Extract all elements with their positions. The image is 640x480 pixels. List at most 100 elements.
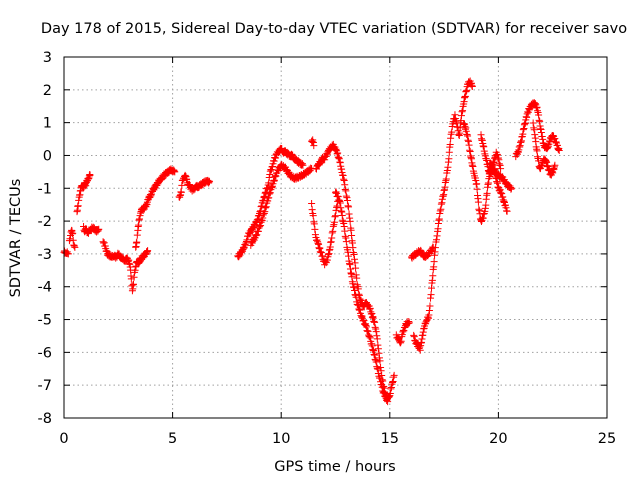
data-point [317,249,325,257]
data-point [328,229,336,237]
data-point [351,259,359,267]
data-point [507,184,515,192]
data-point [308,199,316,207]
data-point [410,333,418,341]
data-point [482,201,490,209]
data-point [135,216,143,224]
data-point [322,258,330,266]
data-point [425,307,433,315]
data-point [371,351,379,359]
data-point [364,327,372,335]
data-point [466,146,474,154]
plot-frame [63,56,608,419]
data-point [533,147,541,155]
grid [64,57,607,418]
data-point [437,200,445,208]
x-tick-label: 15 [381,431,399,447]
data-point [341,181,349,189]
data-point [397,339,405,347]
data-point [298,161,306,169]
data-point [520,124,528,132]
data-point [371,323,379,331]
data-point [86,171,94,179]
data-point [362,322,370,330]
data-point [386,389,394,397]
data-point [428,245,436,253]
data-point [416,343,424,351]
data-point [351,255,359,263]
data-point [448,128,456,136]
y-tick-label: 2 [43,83,52,99]
data-point [366,332,374,340]
data-point [340,223,348,231]
data-point [366,304,374,312]
data-point [343,196,351,204]
data-point [267,166,275,174]
data-point [362,323,370,331]
data-point [258,202,266,210]
data-point [390,371,398,379]
data-point [311,231,319,239]
y-tick-label: 1 [43,116,52,132]
data-point [346,217,354,225]
data-point [170,167,178,175]
y-tick-label: -5 [38,313,52,329]
data-point [497,189,505,197]
data-point [481,207,489,215]
data-point [353,274,361,282]
data-point [371,318,379,326]
data-point [334,153,342,161]
data-point [335,196,343,204]
data-point [259,214,267,222]
data-point [144,247,152,255]
data-point [70,242,78,250]
data-point [551,161,559,169]
data-point [130,273,138,281]
data-point [183,175,191,183]
data-point [374,365,382,373]
data-point [375,354,383,362]
data-point [354,301,362,309]
data-point [442,175,450,183]
data-point [372,358,380,366]
data-point [343,194,351,202]
data-point [254,215,262,223]
data-points [60,77,563,406]
data-point [447,134,455,142]
data-point [397,337,405,345]
data-point [387,385,395,393]
data-point [352,271,360,279]
axis-ticks: 0 5 10 15 20 25 -8 -7 -6 -5 -4 -3 -2 -1 0 1 2 3 [38,50,617,447]
data-point [335,154,343,162]
data-point [309,212,317,220]
data-point [339,172,347,180]
data-point [533,107,541,115]
data-point [474,198,482,206]
data-point [235,253,243,261]
data-point [341,186,349,194]
data-point [321,156,329,164]
data-point [266,189,274,197]
data-point [427,294,435,302]
data-point [405,319,413,327]
data-point [265,179,273,187]
data-point [480,143,488,151]
data-point [327,238,335,246]
data-point [74,202,82,210]
data-point [318,252,326,260]
data-point [364,300,372,308]
x-tick-label: 20 [489,431,507,447]
data-point [374,341,382,349]
data-point [356,306,364,314]
data-point [252,232,260,240]
y-axis-label: SDTVAR / TECUs [8,179,24,298]
data-point [328,234,336,242]
y-tick-label: -8 [38,411,52,427]
data-point [332,206,340,214]
data-point [330,218,338,226]
data-point [503,207,511,215]
data-point [299,161,307,169]
data-point [444,163,452,171]
data-point [410,331,418,339]
data-point [459,107,467,115]
